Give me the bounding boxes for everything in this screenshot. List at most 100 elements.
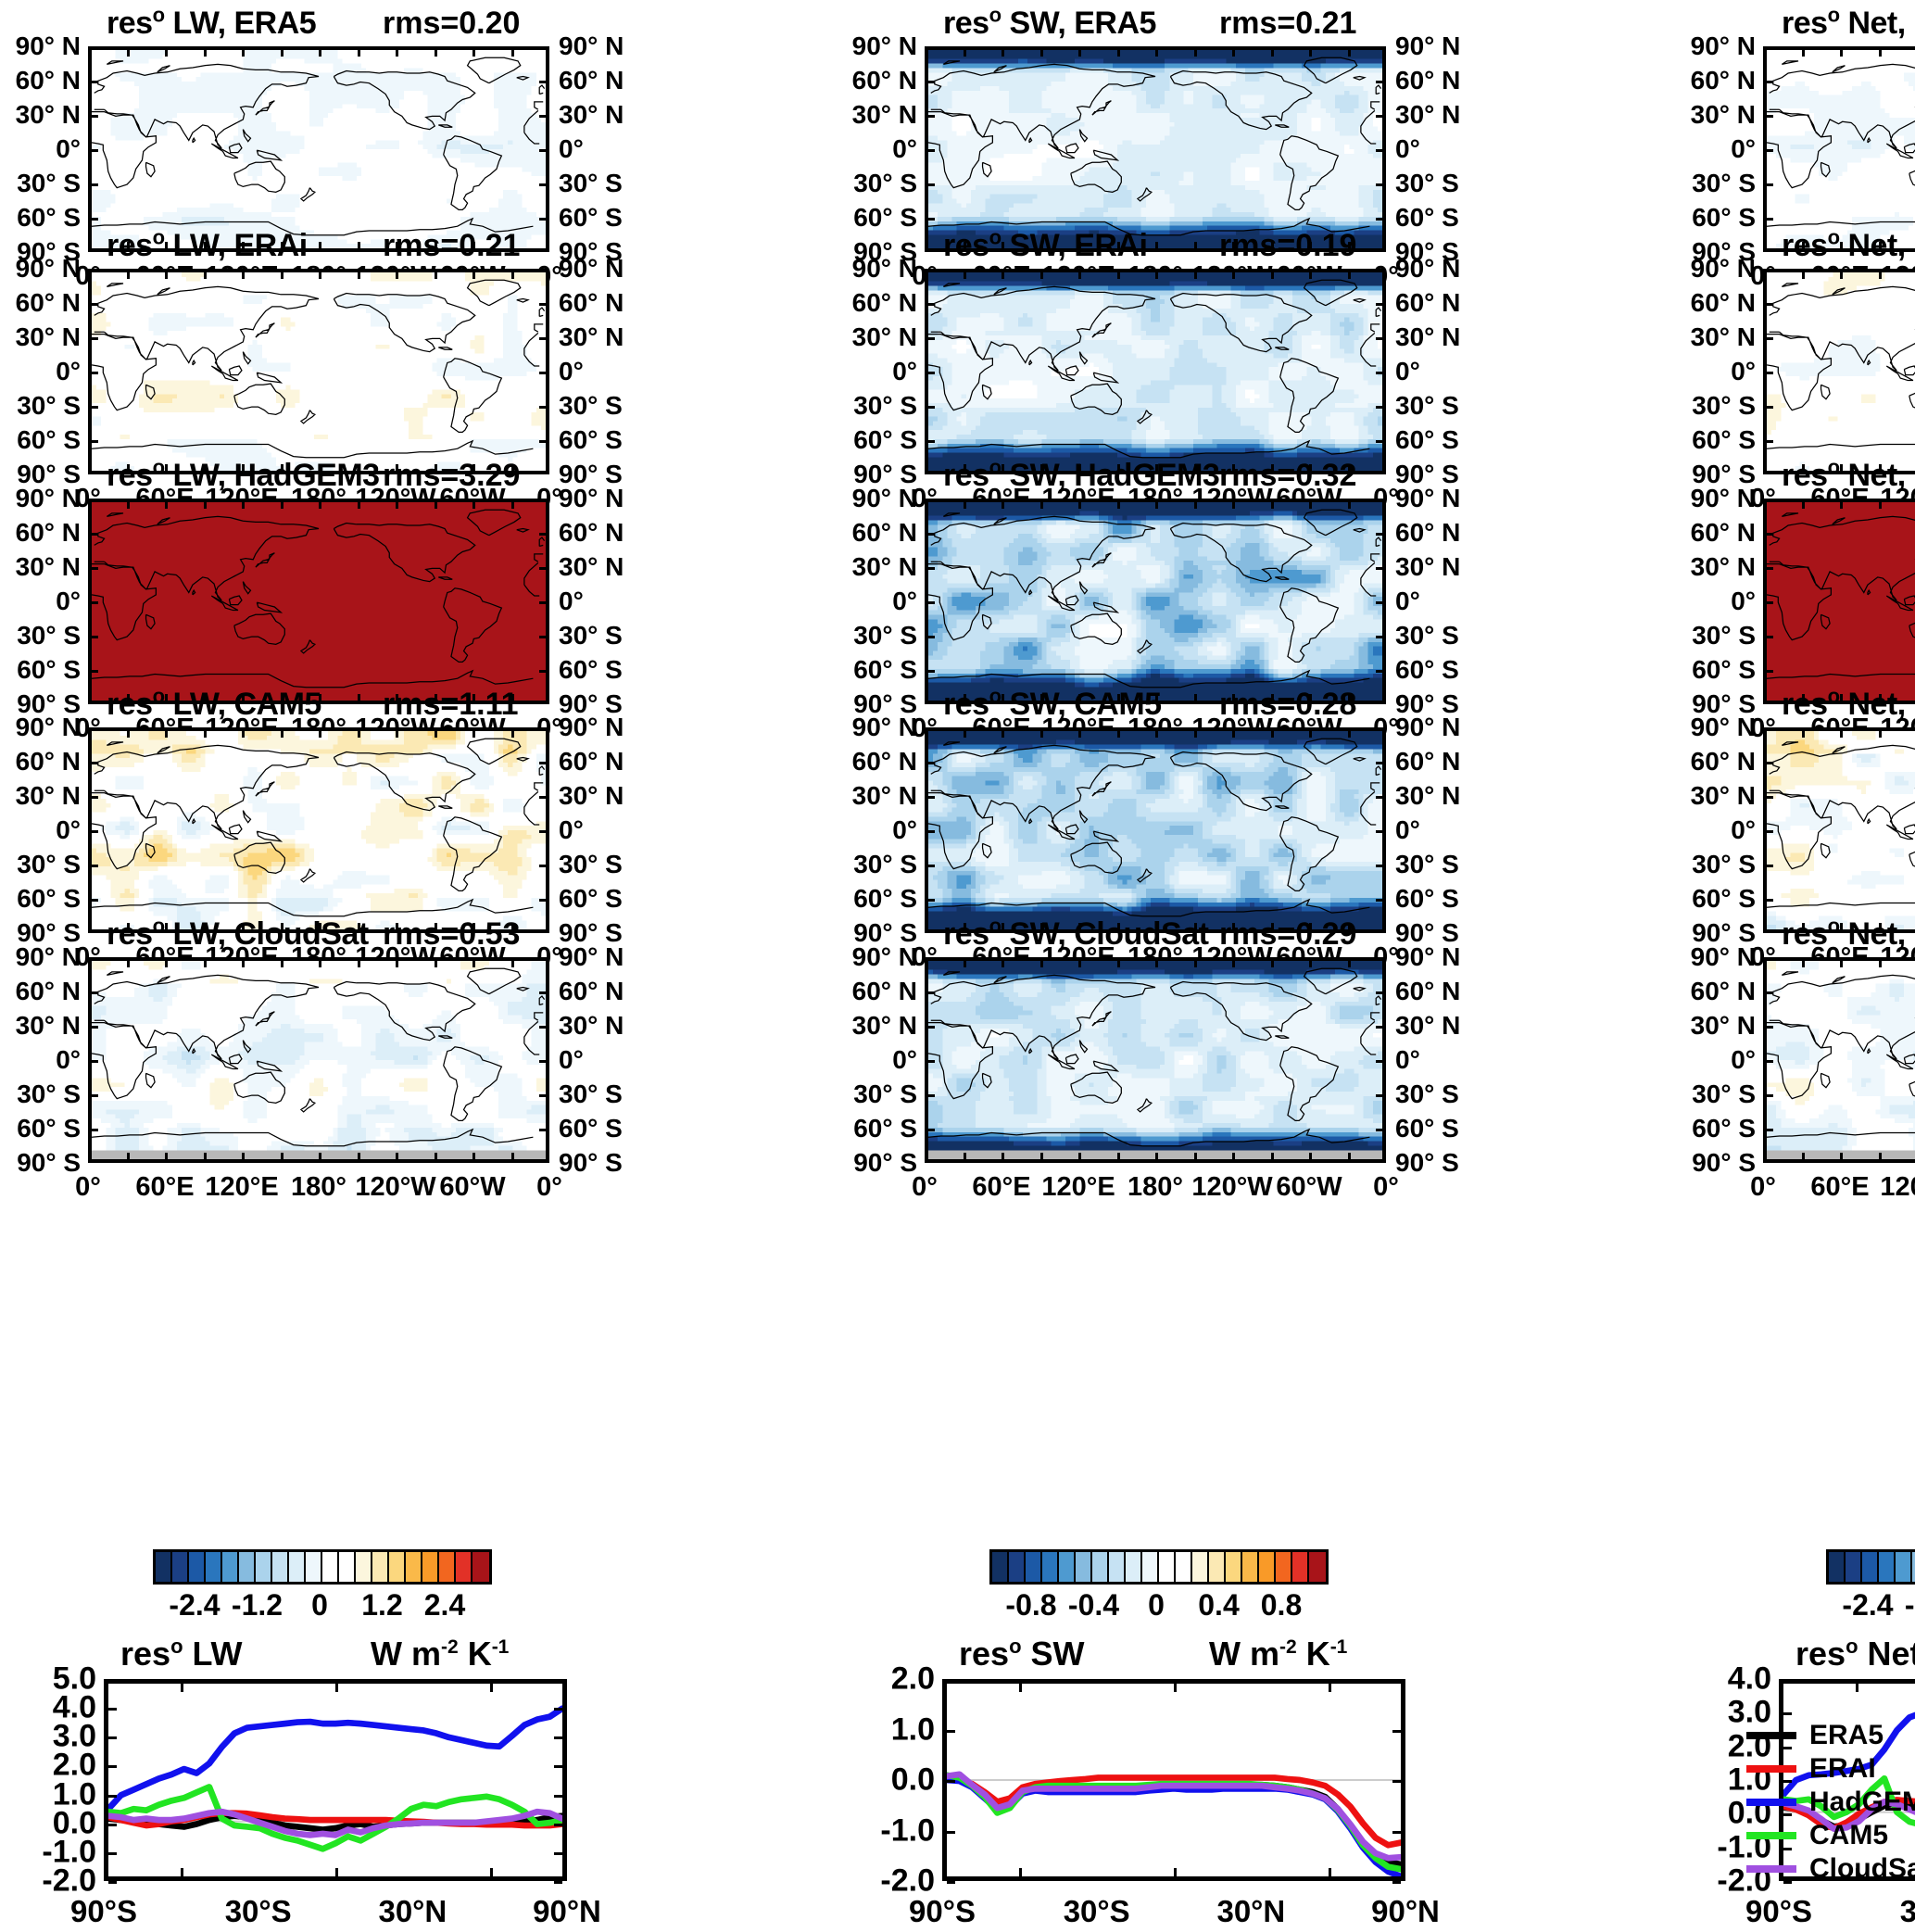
map-ylabel: 60° N [1690, 288, 1756, 317]
map-panel-sw-cam5[interactable] [925, 727, 1386, 933]
map-ylabel: 30° S [17, 850, 81, 878]
map-tick [1801, 242, 1805, 248]
map-tick [1878, 1153, 1882, 1159]
map-tick [92, 670, 98, 673]
map-tick [357, 50, 360, 57]
map-tick [472, 272, 475, 279]
map-field [1767, 272, 1915, 471]
map-panel-net-hadgem3[interactable] [1763, 499, 1915, 704]
map-ylabel-right: 0° [559, 815, 584, 844]
map-ylabel: 0° [1731, 587, 1756, 615]
map-ylabel-right: 30° S [559, 391, 623, 420]
map-ylabel: 90° S [1692, 237, 1756, 266]
map-tick [1078, 961, 1081, 967]
map-tick [1078, 502, 1081, 509]
map-tick [1376, 899, 1382, 902]
map-ylabel: 30° S [17, 169, 81, 197]
map-tick [472, 502, 475, 509]
map-tick [1270, 502, 1274, 509]
map-tick [1767, 762, 1773, 764]
map-tick [1347, 961, 1351, 967]
map-panel-lw-era5[interactable] [88, 46, 549, 252]
map-tick [1193, 272, 1197, 279]
map-tick [1309, 502, 1312, 509]
map-ylabel: 60° S [17, 655, 81, 684]
map-tick [92, 796, 98, 799]
map-tick [928, 1129, 935, 1131]
colorbar-cell [189, 1552, 206, 1582]
map-tick [539, 440, 546, 443]
map-tick [92, 1026, 98, 1029]
map-ylabel-right: 90° S [1395, 237, 1459, 266]
lineplot-box-sw-line-plot[interactable] [942, 1679, 1405, 1881]
map-tick [126, 50, 130, 57]
map-xlabel: 60°W [439, 1172, 506, 1202]
lineplot-units-lw-line-plot: W m-2 K-1 [371, 1635, 510, 1673]
map-tick [92, 337, 98, 340]
map-tick [396, 1153, 398, 1159]
map-panel-sw-erai[interactable] [925, 269, 1386, 474]
lineplot-box-lw-line-plot[interactable] [104, 1679, 567, 1881]
map-ylabel: 90° S [17, 237, 81, 266]
map-tick [126, 923, 130, 929]
legend-entry: CloudSat [1746, 1852, 1915, 1886]
map-panel-lw-erai[interactable] [88, 269, 549, 474]
map-ylabel: 90° N [1690, 942, 1756, 971]
map-tick [242, 1153, 245, 1159]
map-tick [928, 1026, 935, 1029]
map-ylabel: 30° S [853, 1080, 917, 1108]
lineplot-ytick [947, 1679, 955, 1682]
map-tick [434, 272, 437, 279]
map-field [928, 961, 1382, 1159]
map-panel-lw-cam5[interactable] [88, 727, 549, 933]
map-tick [1840, 272, 1843, 279]
map-tick [396, 50, 398, 57]
colorbar-cell [1276, 1552, 1292, 1582]
map-ylabel-right: 90° S [559, 1148, 623, 1177]
map-ylabel: 30° N [851, 100, 917, 129]
map-panel-net-cloudsat[interactable] [1763, 957, 1915, 1163]
map-xlabel: 120°W [1191, 1172, 1273, 1202]
map-tick [510, 694, 514, 701]
map-panel-net-cam5[interactable] [1763, 727, 1915, 933]
map-ylabel-right: 90° N [1395, 32, 1461, 60]
map-tick [928, 1094, 935, 1097]
map-ylabel: 60° N [1690, 518, 1756, 547]
map-ylabel-right: 60° S [1395, 655, 1459, 684]
map-ylabel: 60° S [853, 425, 917, 454]
lineplot-xlabel: 90°N [533, 1894, 601, 1928]
map-ylabel-right: 90° N [1395, 254, 1461, 283]
map-panel-sw-era5[interactable] [925, 46, 1386, 252]
map-ylabel-right: 60° N [559, 518, 624, 547]
lineplot-xlabel: 30°S [1063, 1894, 1130, 1928]
colorbar-label: 1.2 [361, 1588, 403, 1622]
map-tick [203, 923, 207, 929]
map-ylabel: 30° N [1690, 781, 1756, 810]
lineplot-ytick [1783, 1746, 1792, 1749]
map-panel-sw-cloudsat[interactable] [925, 957, 1386, 1163]
map-panel-net-erai[interactable] [1763, 269, 1915, 474]
map-panel-sw-hadgem3[interactable] [925, 499, 1386, 704]
map-tick [242, 502, 245, 509]
net-colorbar [1826, 1549, 1915, 1585]
colorbar-cell [206, 1552, 222, 1582]
lineplot-ylabel: 2.0 [890, 1661, 935, 1697]
coastline-overlay [928, 961, 1382, 1159]
map-tick [319, 961, 321, 967]
map-tick [1232, 242, 1235, 248]
colorbar-cell [389, 1552, 406, 1582]
map-tick [280, 1153, 283, 1159]
map-tick [928, 115, 935, 118]
lineplot-box-net-line-plot[interactable] [1779, 1679, 1915, 1881]
lineplot-xtick [1019, 1868, 1023, 1876]
map-tick [539, 991, 546, 994]
map-panel-net-era5[interactable] [1763, 46, 1915, 252]
map-ylabel: 60° N [1690, 977, 1756, 1005]
map-tick [319, 242, 321, 248]
map-tick [1878, 272, 1882, 279]
map-ylabel-right: 30° S [559, 621, 623, 650]
map-panel-lw-hadgem3[interactable] [88, 499, 549, 704]
map-tick [1270, 464, 1274, 471]
map-panel-lw-cloudsat[interactable] [88, 957, 549, 1163]
map-tick [1193, 694, 1197, 701]
